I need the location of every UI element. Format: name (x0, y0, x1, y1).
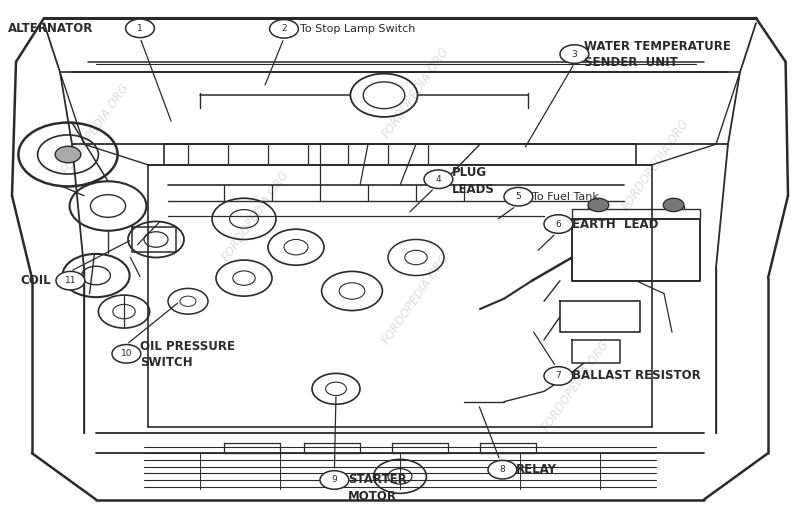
Circle shape (560, 45, 589, 63)
Text: 10: 10 (121, 349, 132, 358)
Circle shape (663, 198, 684, 212)
Text: EARTH  LEAD: EARTH LEAD (572, 217, 658, 231)
Circle shape (488, 460, 517, 479)
Text: RELAY: RELAY (516, 463, 557, 476)
Text: FORDOPEDIA.ORG: FORDOPEDIA.ORG (60, 81, 132, 177)
Text: BALLAST RESISTOR: BALLAST RESISTOR (572, 369, 701, 383)
Text: FORDOPEDIA.ORG: FORDOPEDIA.ORG (220, 168, 292, 264)
Circle shape (588, 198, 609, 212)
Text: 11: 11 (65, 276, 76, 285)
Text: WATER TEMPERATURE: WATER TEMPERATURE (584, 40, 731, 53)
Text: 9: 9 (331, 475, 338, 485)
Text: FORDOPEDIA.ORG: FORDOPEDIA.ORG (380, 251, 452, 347)
Text: SENDER  UNIT: SENDER UNIT (584, 56, 678, 70)
Text: 4: 4 (435, 175, 442, 184)
Text: MOTOR: MOTOR (348, 490, 397, 503)
Text: STARTER: STARTER (348, 473, 406, 487)
Circle shape (544, 367, 573, 385)
Circle shape (424, 170, 453, 188)
Text: FORDOPEDIA.ORG: FORDOPEDIA.ORG (380, 45, 452, 141)
Circle shape (56, 271, 85, 290)
Circle shape (544, 215, 573, 233)
Text: 7: 7 (555, 371, 562, 381)
Text: LEADS: LEADS (452, 182, 495, 196)
Text: 8: 8 (499, 465, 506, 474)
Circle shape (270, 20, 298, 38)
Circle shape (55, 146, 81, 163)
Text: To Stop Lamp Switch: To Stop Lamp Switch (300, 24, 415, 34)
Text: SWITCH: SWITCH (140, 356, 193, 369)
Circle shape (112, 345, 141, 363)
Text: FORDOPEDIA.ORG: FORDOPEDIA.ORG (540, 338, 612, 434)
Text: FORDOPEDIA.ORG: FORDOPEDIA.ORG (620, 117, 692, 213)
Text: 6: 6 (555, 219, 562, 229)
Text: COIL: COIL (20, 274, 50, 287)
Text: To Fuel Tank: To Fuel Tank (532, 192, 599, 202)
Text: ALTERNATOR: ALTERNATOR (8, 22, 94, 35)
Text: OIL PRESSURE: OIL PRESSURE (140, 339, 235, 353)
Text: 2: 2 (281, 24, 287, 33)
Text: PLUG: PLUG (452, 166, 487, 179)
Circle shape (504, 187, 533, 206)
Circle shape (126, 19, 154, 38)
Text: 5: 5 (515, 192, 522, 201)
Text: 1: 1 (137, 24, 143, 33)
Circle shape (320, 471, 349, 489)
Text: 3: 3 (571, 49, 578, 59)
